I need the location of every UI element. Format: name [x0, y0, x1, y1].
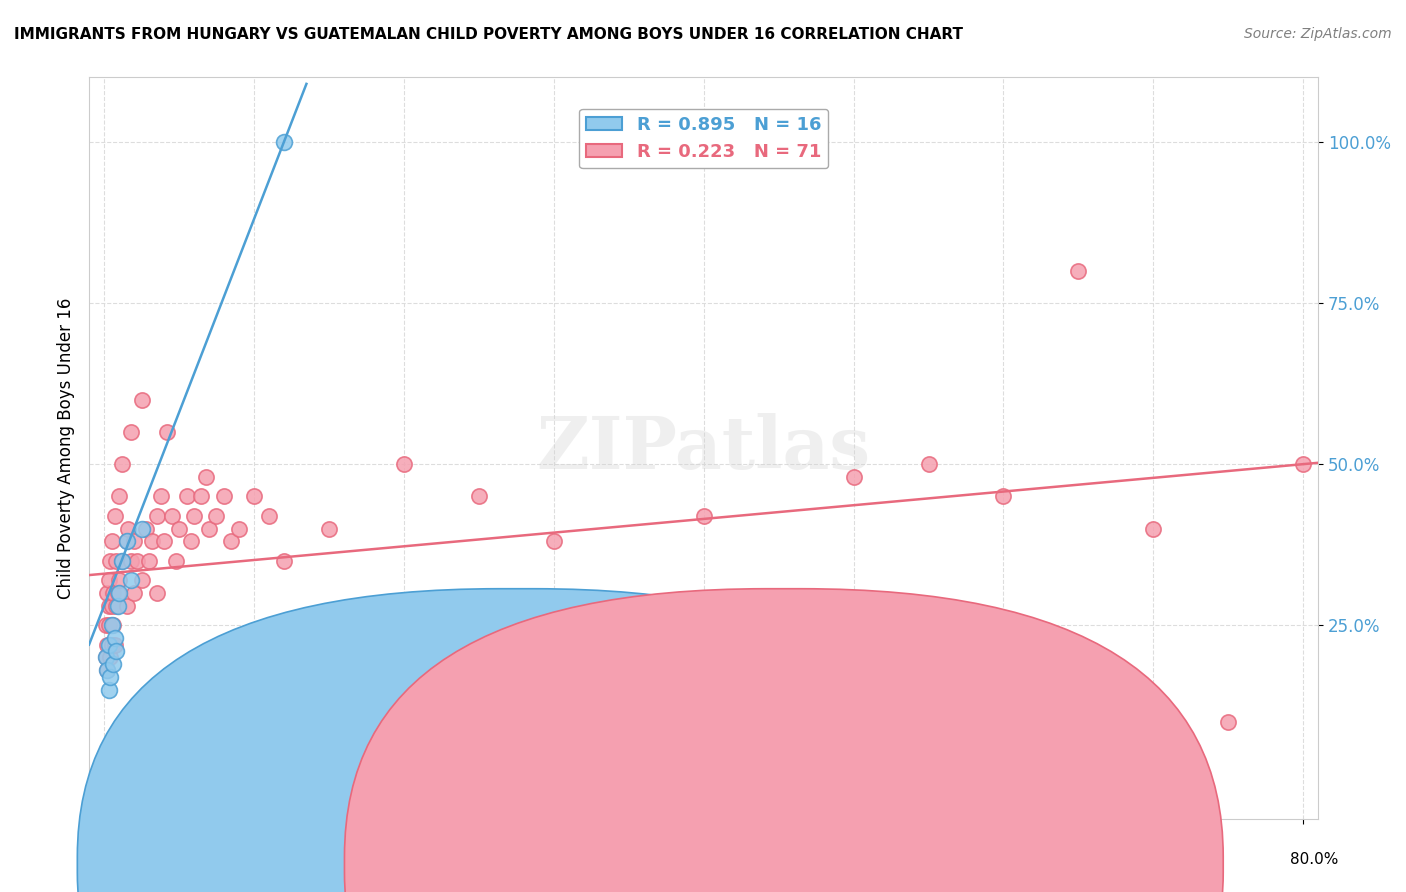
Point	[94, 650, 117, 665]
Text: Guatemalans: Guatemalans	[808, 857, 910, 871]
Point	[180, 534, 202, 549]
Point	[183, 508, 205, 523]
Point	[131, 522, 153, 536]
Point	[97, 618, 120, 632]
Point	[145, 586, 167, 600]
Text: 80.0%: 80.0%	[1291, 852, 1339, 867]
Point	[111, 457, 134, 471]
Point	[1292, 457, 1315, 471]
Point	[101, 586, 124, 600]
Point	[100, 638, 122, 652]
Point	[108, 489, 131, 503]
Point	[96, 638, 118, 652]
Point	[1142, 522, 1164, 536]
Point	[103, 638, 125, 652]
Point	[98, 554, 121, 568]
Point	[97, 573, 120, 587]
Point	[543, 534, 565, 549]
Point	[212, 489, 235, 503]
Point	[176, 489, 198, 503]
Legend: R = 0.895   N = 16, R = 0.223   N = 71: R = 0.895 N = 16, R = 0.223 N = 71	[579, 109, 828, 169]
Text: Source: ZipAtlas.com: Source: ZipAtlas.com	[1244, 27, 1392, 41]
Point	[97, 682, 120, 697]
Point	[165, 554, 187, 568]
Text: ZIPatlas: ZIPatlas	[537, 412, 870, 483]
Point	[167, 522, 190, 536]
Point	[468, 489, 491, 503]
Point	[105, 554, 128, 568]
Point	[107, 599, 129, 613]
Point	[96, 664, 118, 678]
Point	[363, 702, 385, 716]
Point	[842, 470, 865, 484]
Point	[141, 534, 163, 549]
Point	[692, 508, 714, 523]
Point	[205, 508, 228, 523]
Point	[105, 599, 128, 613]
Point	[100, 534, 122, 549]
Text: 0.0%: 0.0%	[107, 852, 146, 867]
Point	[122, 586, 145, 600]
Point	[96, 664, 118, 678]
Point	[318, 522, 340, 536]
Point	[243, 489, 266, 503]
Point	[257, 508, 280, 523]
Point	[228, 522, 250, 536]
Point	[100, 618, 122, 632]
Point	[392, 457, 415, 471]
Point	[153, 534, 176, 549]
Point	[150, 489, 173, 503]
Point	[115, 534, 138, 549]
Point	[131, 392, 153, 407]
Point	[198, 522, 221, 536]
Point	[108, 586, 131, 600]
Point	[97, 638, 120, 652]
Point	[156, 425, 179, 439]
Point	[190, 489, 212, 503]
Point	[108, 573, 131, 587]
Point	[120, 425, 142, 439]
Point	[195, 470, 218, 484]
Text: IMMIGRANTS FROM HUNGARY VS GUATEMALAN CHILD POVERTY AMONG BOYS UNDER 16 CORRELAT: IMMIGRANTS FROM HUNGARY VS GUATEMALAN CH…	[14, 27, 963, 42]
Point	[98, 670, 121, 684]
Point	[96, 586, 118, 600]
Point	[94, 618, 117, 632]
Point	[993, 489, 1015, 503]
Point	[125, 554, 148, 568]
Point	[145, 508, 167, 523]
Point	[1218, 714, 1240, 729]
Point	[122, 534, 145, 549]
Point	[273, 554, 295, 568]
Point	[115, 534, 138, 549]
Point	[135, 522, 157, 536]
Point	[107, 586, 129, 600]
Point	[101, 618, 124, 632]
Point	[160, 508, 183, 523]
Point	[120, 554, 142, 568]
Point	[103, 631, 125, 645]
Point	[94, 650, 117, 665]
Point	[115, 599, 138, 613]
Point	[111, 554, 134, 568]
Point	[100, 599, 122, 613]
Point	[917, 457, 939, 471]
Point	[131, 573, 153, 587]
Point	[97, 599, 120, 613]
Y-axis label: Child Poverty Among Boys Under 16: Child Poverty Among Boys Under 16	[58, 297, 75, 599]
Point	[273, 135, 295, 149]
Point	[101, 657, 124, 671]
Point	[117, 522, 139, 536]
Point	[103, 508, 125, 523]
Point	[120, 573, 142, 587]
Point	[221, 534, 243, 549]
Point	[105, 644, 128, 658]
Point	[111, 554, 134, 568]
Text: Immigrants from Hungary: Immigrants from Hungary	[541, 857, 740, 871]
Point	[98, 650, 121, 665]
Point	[1067, 264, 1090, 278]
Point	[138, 554, 160, 568]
